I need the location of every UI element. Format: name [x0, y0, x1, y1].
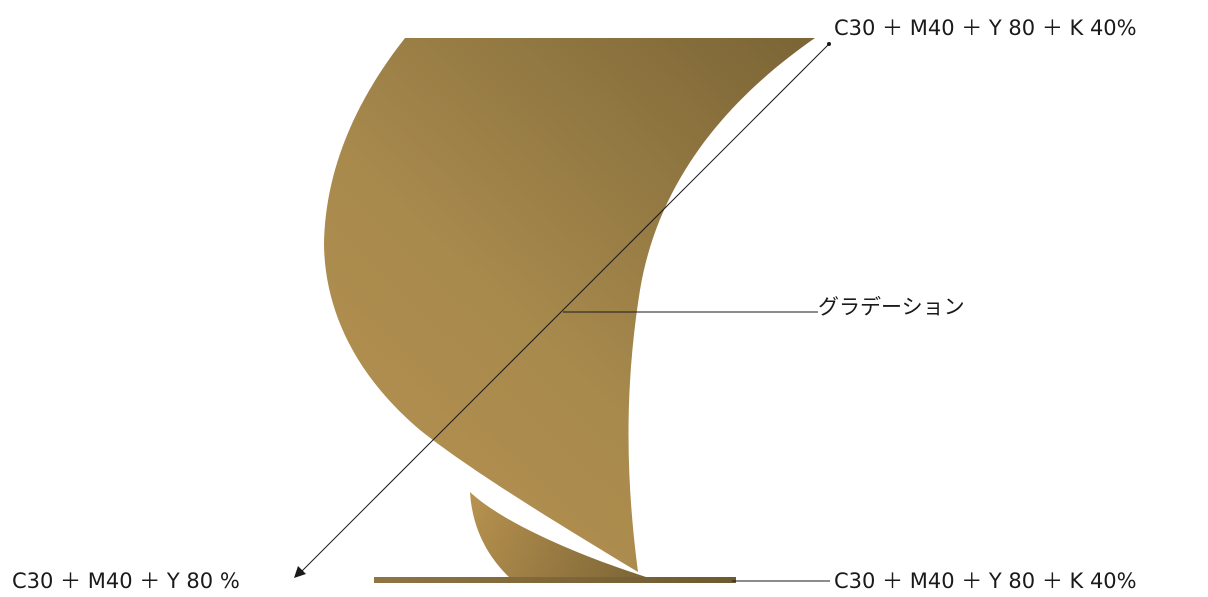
base-bar	[374, 577, 736, 583]
line-end-dot-top-right	[827, 42, 831, 46]
lower-sail-shape	[470, 492, 656, 580]
main-sail-shape	[324, 38, 815, 572]
top-right-color-label: C30 ＋ M40 ＋ Y 80 ＋ K 40%	[834, 16, 1137, 40]
gradation-label: グラデーション	[818, 295, 965, 319]
bottom-left-color-label: C30 ＋ M40 ＋ Y 80 %	[12, 569, 240, 593]
arrowhead-bottom-left-icon	[294, 566, 306, 578]
gradient-direction-line	[299, 43, 830, 574]
bottom-right-color-label: C30 ＋ M40 ＋ Y 80 ＋ K 40%	[834, 569, 1137, 593]
